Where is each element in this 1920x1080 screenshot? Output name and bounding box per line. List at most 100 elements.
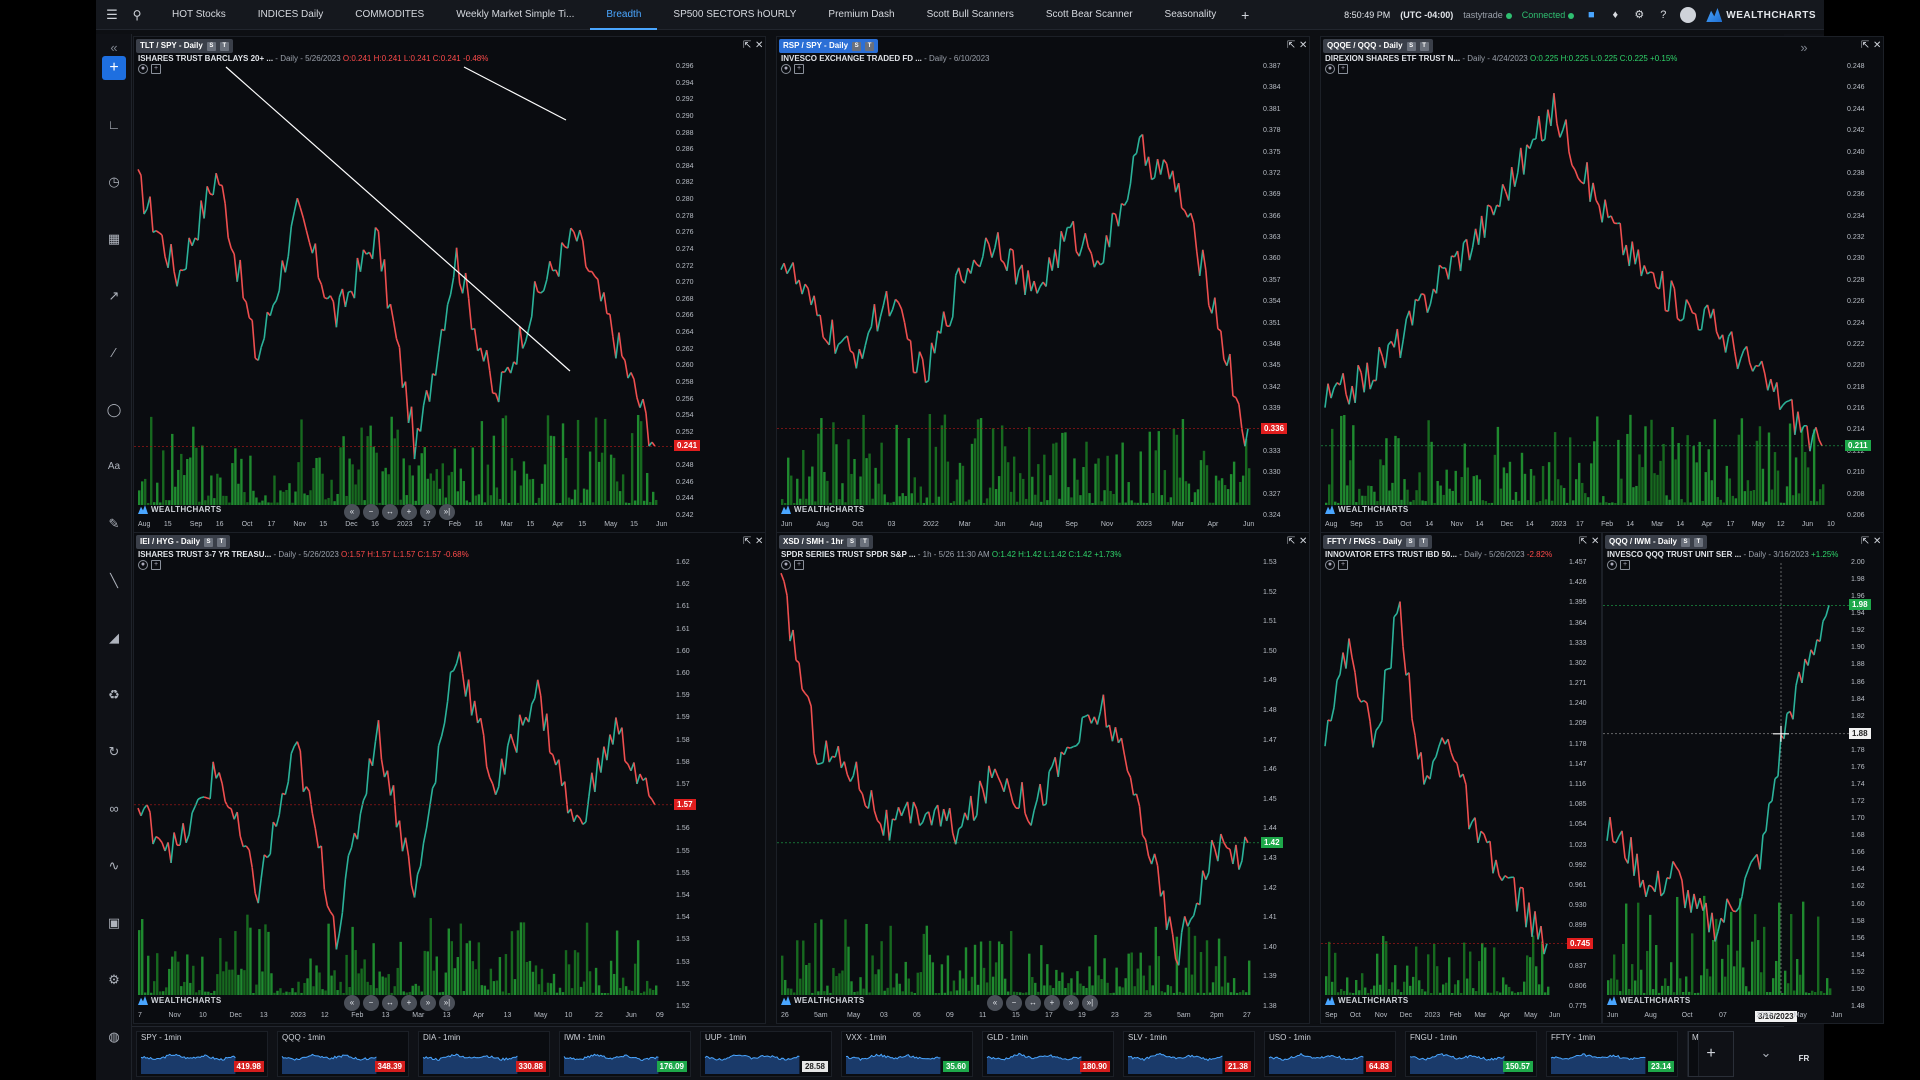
maximize-icon[interactable]: ⇱ [1287, 536, 1296, 547]
broker-status[interactable]: tastytrade [1463, 10, 1512, 20]
close-panel-icon[interactable]: ✕ [755, 40, 764, 51]
template-square-icon[interactable]: T [865, 41, 875, 51]
add-indicator-icon[interactable]: + [151, 64, 161, 74]
watchlist-chart-6[interactable]: GLD - 1min 180.90 [982, 1031, 1114, 1077]
tab-9[interactable]: Seasonality [1164, 8, 1217, 20]
gear-icon[interactable]: ⚙ [1634, 9, 1645, 21]
price-scale[interactable]: 1.53 1.52 1.51 1.50 1.49 1.48 1.47 1.46 1.45 1.44… [1263, 533, 1309, 1023]
jump-latest-icon[interactable]: »| [1082, 995, 1098, 1011]
collapse-left-icon[interactable]: « [110, 40, 118, 55]
time-axis[interactable]: Jun Aug Oct 07 2023 May Jun [1603, 1012, 1851, 1023]
chart-panel-p7[interactable]: QQQ / IWM - Daily S T ⇱ ✕ INVESCO QQQ TRUST U… [1602, 532, 1884, 1024]
maximize-icon[interactable]: ⇱ [1861, 536, 1870, 547]
watchlist-chart-1[interactable]: QQQ - 1min 348.39 [277, 1031, 409, 1077]
jump-latest-icon[interactable]: »| [439, 995, 455, 1011]
reset-zoom-icon[interactable]: ↔ [1025, 995, 1041, 1011]
trash-icon[interactable]: ♻ [108, 687, 120, 702]
tab-0[interactable]: HOT Stocks [172, 8, 226, 20]
scroll-right-icon[interactable]: » [420, 995, 436, 1011]
eye-toggle-icon[interactable]: ● [781, 64, 791, 74]
settings-square-icon[interactable]: S [1405, 537, 1415, 547]
watchlist-chart-10[interactable]: FFTY - 1min 23.14 [1546, 1031, 1678, 1077]
tab-4[interactable]: Breadth [590, 0, 658, 30]
template-square-icon[interactable]: T [1694, 537, 1704, 547]
price-scale[interactable]: 1.62 1.62 1.61 1.61 1.60 1.60 1.59 1.59 1.58 1.58… [676, 533, 765, 1023]
reset-zoom-icon[interactable]: ↔ [382, 504, 398, 520]
help-icon[interactable]: ? [1660, 9, 1667, 21]
tab-5[interactable]: SP500 SECTORS hOURLY [673, 8, 797, 20]
avatar[interactable] [1680, 7, 1697, 23]
zoom-out-icon[interactable]: − [363, 995, 379, 1011]
add-indicator-icon[interactable]: + [794, 64, 804, 74]
globe-icon[interactable]: ◍ [108, 1029, 120, 1044]
chart-panel-p2[interactable]: RSP / SPY - Daily S T ⇱ ✕ INVESCO EXCHANGE TR… [776, 36, 1310, 533]
pencil-icon[interactable]: ✎ [108, 516, 120, 531]
chart-panel-p4[interactable]: IEI / HYG - Daily S T ⇱ ✕ ISHARES TRUST 3-7 Y… [133, 532, 766, 1024]
template-square-icon[interactable]: T [860, 537, 870, 547]
tab-7[interactable]: Scott Bull Scanners [926, 8, 1014, 20]
watchlist-chart-4[interactable]: UUP - 1min 28.58 [700, 1031, 832, 1077]
timezone[interactable]: (UTC -04:00) [1400, 10, 1454, 20]
indicator-icon[interactable]: ∞ [109, 801, 119, 816]
close-panel-icon[interactable]: ✕ [1299, 40, 1308, 51]
watchlist-chart-7[interactable]: SLV - 1min 21.38 [1123, 1031, 1255, 1077]
template-square-icon[interactable]: T [1418, 537, 1428, 547]
maximize-icon[interactable]: ⇱ [743, 536, 752, 547]
watchlist-chart-0[interactable]: SPY - 1min 419.98 [136, 1031, 268, 1077]
close-panel-icon[interactable]: ✕ [1299, 536, 1308, 547]
text-tool-icon[interactable]: Aa [107, 461, 121, 472]
close-panel-icon[interactable]: ✕ [1873, 536, 1882, 547]
shapes-icon[interactable]: ◯ [106, 402, 122, 417]
panel-symbol-tab[interactable]: QQQ / IWM - Daily S T [1605, 535, 1708, 549]
time-axis[interactable]: 26 5am May 03 05 09 11 15 17 19 23 25 5am 2pm 27 [777, 1012, 1263, 1023]
maximize-icon[interactable]: ⇱ [743, 40, 752, 51]
chart-panel-p3[interactable]: QQQE / QQQ - Daily S T ⇱ ✕ DIREXION SHARES ET… [1320, 36, 1884, 533]
layers-icon[interactable]: ▣ [107, 915, 121, 930]
maximize-icon[interactable]: ⇱ [1861, 40, 1870, 51]
settings-square-icon[interactable]: S [204, 537, 214, 547]
time-axis[interactable]: 7 Nov 10 Dec 13 2023 12 Feb 13 Mar 13 Apr 13 May 10 22 J… [134, 1012, 676, 1023]
add-indicator-icon[interactable]: + [1338, 560, 1348, 570]
close-panel-icon[interactable]: ✕ [1591, 536, 1600, 547]
watchlist-chart-3[interactable]: IWM - 1min 176.09 [559, 1031, 691, 1077]
tab-6[interactable]: Premium Dash [828, 8, 895, 20]
angle-icon[interactable]: ◢ [109, 630, 119, 645]
add-indicator-icon[interactable]: + [1620, 560, 1630, 570]
add-indicator-icon[interactable]: + [151, 560, 161, 570]
template-square-icon[interactable]: T [217, 537, 227, 547]
panel-symbol-tab[interactable]: IEI / HYG - Daily S T [136, 535, 231, 549]
expand-right-icon[interactable]: » [1800, 40, 1808, 55]
panel-symbol-tab[interactable]: XSD / SMH - 1hr S T [779, 535, 874, 549]
price-scale[interactable]: 0.296 0.294 0.292 0.290 0.288 0.286 0.284 0.282… [676, 37, 765, 532]
reset-zoom-icon[interactable]: ↔ [382, 995, 398, 1011]
clock-icon[interactable]: ◷ [108, 174, 120, 189]
eye-toggle-icon[interactable]: ● [1607, 560, 1617, 570]
time-axis[interactable]: Aug 15 Sep 16 Oct 17 Nov 15 Dec 16 2023 17 Feb 16 Mar 1… [134, 521, 676, 532]
chart-panel-p5[interactable]: XSD / SMH - 1hr S T ⇱ ✕ SPDR SERIES TRUST SPD… [776, 532, 1310, 1024]
close-panel-icon[interactable]: ✕ [755, 536, 764, 547]
time-axis[interactable]: Jun Aug Oct 03 2022 Mar Jun Aug Sep Nov 2023 Mar Apr… [777, 521, 1263, 532]
settings-square-icon[interactable]: S [1681, 537, 1691, 547]
template-square-icon[interactable]: T [1419, 41, 1429, 51]
settings-square-icon[interactable]: S [852, 41, 862, 51]
menu-icon[interactable]: ☰ [106, 6, 118, 22]
add-indicator-icon[interactable]: + [794, 560, 804, 570]
scroll-left-icon[interactable]: « [987, 995, 1003, 1011]
calendar-icon[interactable]: ▦ [107, 231, 121, 246]
chart-panel-p6[interactable]: FFTY / FNGS - Daily S T ⇱ ✕ INNOVATOR ETFS TR… [1320, 532, 1602, 1024]
bell-icon[interactable]: ♦ [1612, 9, 1619, 21]
eye-toggle-icon[interactable]: ● [1325, 64, 1335, 74]
price-scale[interactable]: 0.248 0.246 0.244 0.242 0.240 0.238 0.236 0.234… [1847, 37, 1883, 532]
add-watchlist-chart-button[interactable]: + [1688, 1031, 1734, 1077]
zoom-out-icon[interactable]: − [1006, 995, 1022, 1011]
watchlist-chart-5[interactable]: VXX - 1min 35.60 [841, 1031, 973, 1077]
settings-square-icon[interactable]: S [1406, 41, 1416, 51]
scroll-left-icon[interactable]: « [344, 995, 360, 1011]
close-panel-icon[interactable]: ✕ [1873, 40, 1882, 51]
eye-toggle-icon[interactable]: ● [138, 64, 148, 74]
zoom-out-icon[interactable]: − [363, 504, 379, 520]
maximize-icon[interactable]: ⇱ [1287, 40, 1296, 51]
line-chart-icon[interactable]: ∟ [107, 117, 121, 132]
eye-toggle-icon[interactable]: ● [781, 560, 791, 570]
panel-symbol-tab[interactable]: TLT / SPY - Daily S T [136, 39, 233, 53]
